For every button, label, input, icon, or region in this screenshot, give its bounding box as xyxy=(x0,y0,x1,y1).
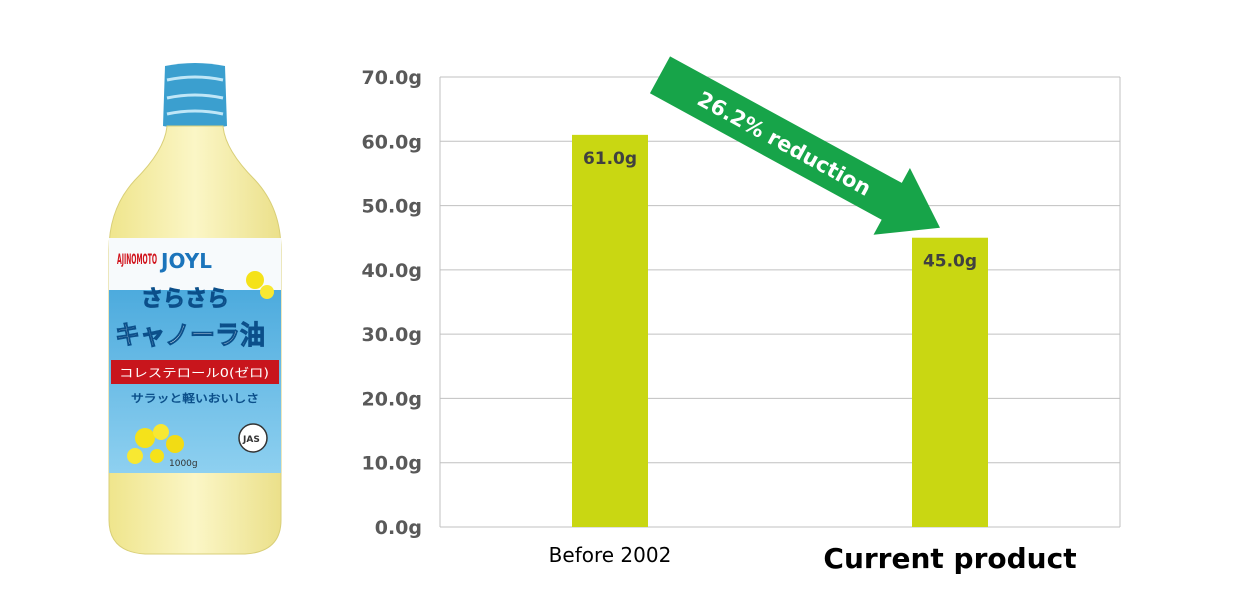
y-tick-label: 40.0g xyxy=(362,260,422,282)
bottle-ribbon-text: コレステロール0(ゼロ) xyxy=(119,366,269,380)
bottle-sub-brand: JOYL xyxy=(159,249,212,273)
bar xyxy=(912,237,988,527)
bottle-volume: 1000g xyxy=(169,459,198,469)
reduction-arrow: 26.2% reduction xyxy=(649,56,941,235)
bottle-name-line1: さらさら xyxy=(141,287,229,312)
bar xyxy=(572,134,648,527)
reduction-arrow-shape: 26.2% reduction xyxy=(649,56,941,235)
y-tick-label: 50.0g xyxy=(362,196,422,218)
jas-badge xyxy=(238,423,268,453)
y-tick-label: 70.0g xyxy=(362,67,422,89)
reduction-annotation: 26.2% reduction xyxy=(693,87,875,201)
bottle-tagline: サラッと軽いおいしさ xyxy=(131,391,259,405)
y-tick-label: 0.0g xyxy=(375,517,422,539)
y-tick-label: 30.0g xyxy=(362,324,422,346)
bar-chart: 0.0g10.0g20.0g30.0g40.0g50.0g60.0g70.0g … xyxy=(362,56,1121,575)
bottle-brand-logo: AJINOMOTO xyxy=(117,252,157,268)
y-tick-label: 10.0g xyxy=(362,453,422,475)
bar-value-labels: 61.0g 45.0g xyxy=(583,149,977,272)
x-category-label: Before 2002 xyxy=(549,543,672,567)
gridlines xyxy=(439,76,1121,528)
arrow-body xyxy=(649,56,941,235)
canola-flower-illustration xyxy=(127,271,274,464)
jas-badge-label: JAS xyxy=(242,435,260,445)
x-axis-labels: Before 2002 Current product xyxy=(549,542,1077,575)
y-tick-label: 20.0g xyxy=(362,388,422,410)
canola-oil-bottle-image: AJINOMOTO JOYL さらさら キャノーラ油 コレステロール0(ゼロ) … xyxy=(108,63,282,555)
y-tick-label: 60.0g xyxy=(362,131,422,153)
bottle-name-line2: キャノーラ油 xyxy=(115,321,265,351)
x-category-label: Current product xyxy=(823,542,1076,575)
bar-value-label: 61.0g xyxy=(583,149,637,169)
bar-value-label: 45.0g xyxy=(923,252,977,272)
y-axis-ticks: 0.0g 10.0g 20.0g 30.0g 40.0g 50.0g 60.0g 70.0g xyxy=(362,67,422,539)
bars xyxy=(572,134,988,527)
